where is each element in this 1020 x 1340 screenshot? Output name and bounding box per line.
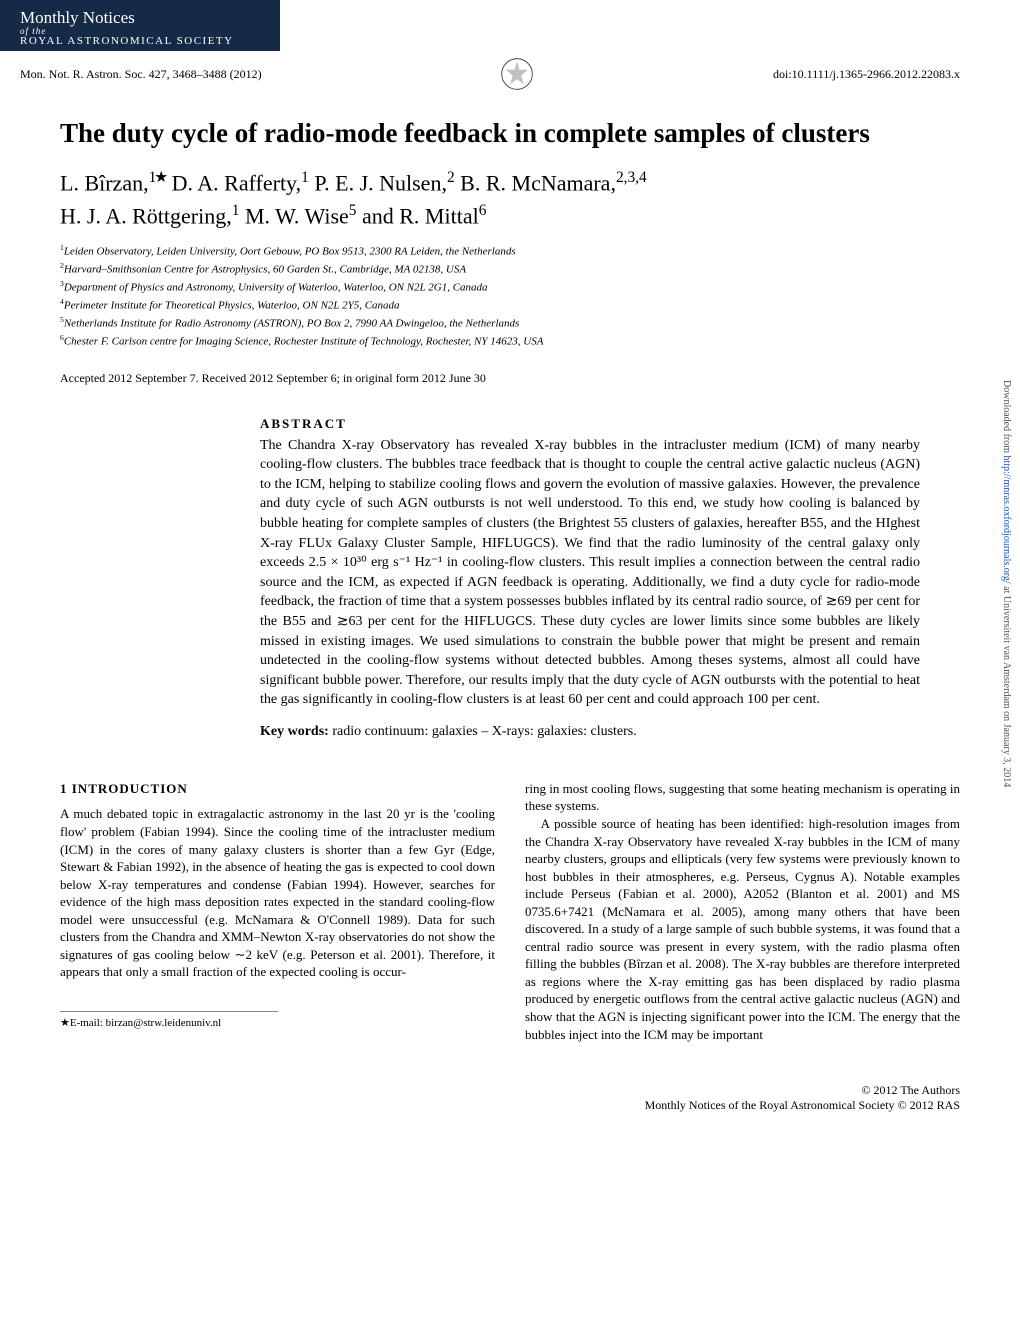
author-name: B. R. McNamara, xyxy=(460,171,616,196)
abstract-section: ABSTRACT The Chandra X-ray Observatory h… xyxy=(260,416,920,740)
doi-text: doi:10.1111/j.1365-2966.2012.22083.x xyxy=(773,67,960,82)
copyright-line: © 2012 The Authors xyxy=(60,1083,960,1098)
body-paragraph: ring in most cooling flows, suggesting t… xyxy=(525,780,960,815)
body-paragraph: A much debated topic in extragalactic as… xyxy=(60,805,495,980)
ras-logo xyxy=(500,57,534,91)
side-post: at Universiteit van Amsterdam on January… xyxy=(1001,584,1012,788)
author-name: M. W. Wise xyxy=(245,203,349,228)
abstract-text: The Chandra X-ray Observatory has reveal… xyxy=(260,436,920,710)
affiliation-text: Chester F. Carlson centre for Imaging Sc… xyxy=(64,336,544,348)
author-list: L. Bîrzan,1★ D. A. Rafferty,1 P. E. J. N… xyxy=(60,167,960,231)
left-column: 1 INTRODUCTION A much debated topic in e… xyxy=(60,780,495,1043)
author-name: and R. Mittal xyxy=(362,203,479,228)
keywords-text: radio continuum: galaxies – X-rays: gala… xyxy=(329,724,637,739)
body-columns: 1 INTRODUCTION A much debated topic in e… xyxy=(60,780,960,1043)
affiliation-text: Perimeter Institute for Theoretical Phys… xyxy=(64,300,400,312)
affiliation-text: Department of Physics and Astronomy, Uni… xyxy=(64,282,488,294)
author-name: H. J. A. Röttgering, xyxy=(60,203,232,228)
affiliation-text: Netherlands Institute for Radio Astronom… xyxy=(64,318,519,330)
article-title: The duty cycle of radio-mode feedback in… xyxy=(60,117,960,149)
author-name: D. A. Rafferty, xyxy=(172,171,302,196)
author-name: L. Bîrzan, xyxy=(60,171,149,196)
article-body: The duty cycle of radio-mode feedback in… xyxy=(0,97,1020,1063)
author-sup: 5 xyxy=(349,202,357,219)
author-sup: 2 xyxy=(447,169,455,186)
body-paragraph: A possible source of heating has been id… xyxy=(525,815,960,1043)
author-sup: 1★ xyxy=(149,169,167,186)
right-column: ring in most cooling flows, suggesting t… xyxy=(525,780,960,1043)
journal-header-box: Monthly Notices of the ROYAL ASTRONOMICA… xyxy=(0,0,280,51)
keywords-label: Key words: xyxy=(260,724,329,739)
journal-title-org: ROYAL ASTRONOMICAL SOCIETY xyxy=(20,35,260,47)
author-sup: 1 xyxy=(232,202,240,219)
download-attribution: Downloaded from http://mnras.oxfordjourn… xyxy=(1001,380,1012,787)
header-bar: Mon. Not. R. Astron. Soc. 427, 3468–3488… xyxy=(0,51,1020,97)
journal-title-main: Monthly Notices xyxy=(20,8,260,28)
author-name: P. E. J. Nulsen, xyxy=(314,171,447,196)
keywords-line: Key words: radio continuum: galaxies – X… xyxy=(260,724,920,740)
copyright-line: Monthly Notices of the Royal Astronomica… xyxy=(60,1098,960,1113)
side-pre: Downloaded from xyxy=(1001,380,1012,456)
affiliation-text: Harvard–Smithsonian Centre for Astrophys… xyxy=(64,263,466,275)
author-sup: 6 xyxy=(479,202,487,219)
citation-text: Mon. Not. R. Astron. Soc. 427, 3468–3488… xyxy=(20,67,262,82)
copyright-footer: © 2012 The Authors Monthly Notices of th… xyxy=(0,1063,1020,1123)
abstract-label: ABSTRACT xyxy=(260,416,920,432)
author-sup: 1 xyxy=(301,169,309,186)
section-heading: 1 INTRODUCTION xyxy=(60,780,495,798)
author-sup: 2,3,4 xyxy=(616,169,647,186)
side-link[interactable]: http://mnras.oxfordjournals.org/ xyxy=(1001,456,1012,584)
accepted-dates: Accepted 2012 September 7. Received 2012… xyxy=(60,371,960,386)
affiliations: 1Leiden Observatory, Leiden University, … xyxy=(60,242,960,351)
footnote: ★E-mail: birzan@strw.leidenuniv.nl xyxy=(60,1011,278,1031)
affiliation-text: Leiden Observatory, Leiden University, O… xyxy=(64,245,516,257)
